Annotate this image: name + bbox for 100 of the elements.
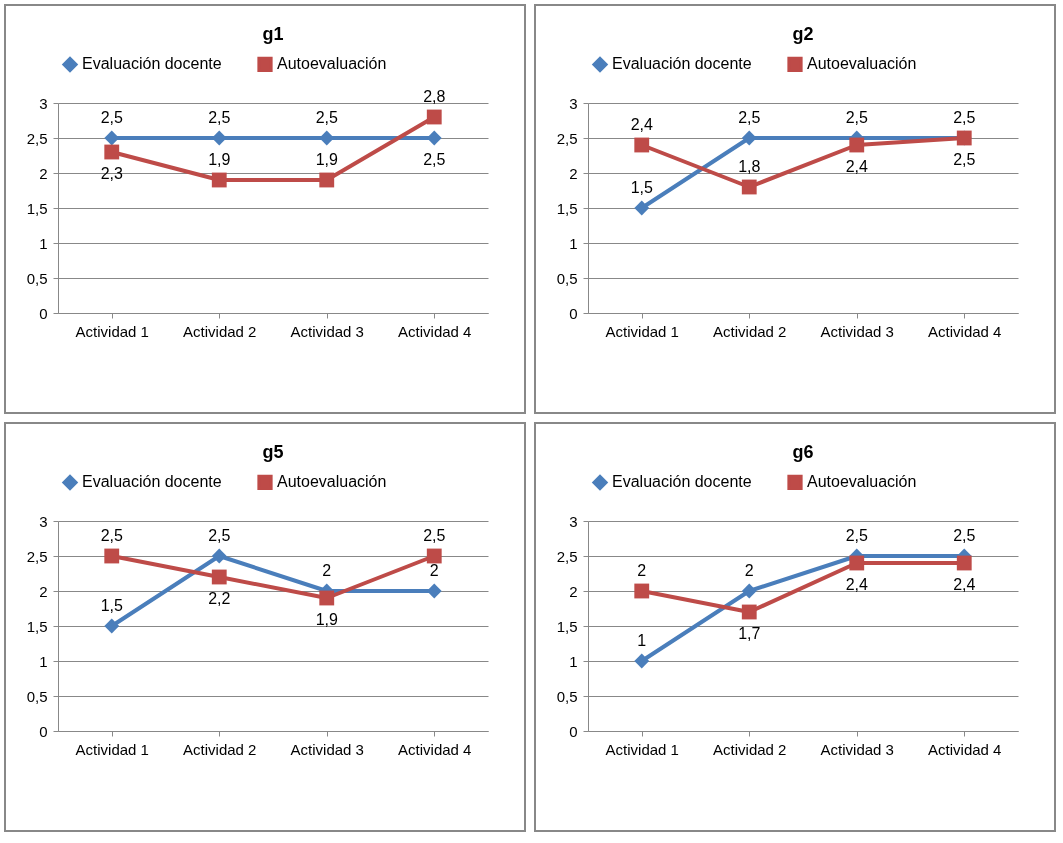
y-tick-label: 1,5 bbox=[26, 617, 48, 635]
y-tick-label: 2 bbox=[39, 164, 48, 182]
point bbox=[634, 137, 650, 153]
data-label: 2,5 bbox=[953, 109, 976, 126]
y-tick-label: 1 bbox=[569, 234, 578, 252]
y-tick-label: 3 bbox=[569, 512, 578, 530]
data-label: 2,5 bbox=[953, 151, 976, 168]
data-label: 1,9 bbox=[208, 151, 231, 168]
x-tick-label: Actividad 4 bbox=[398, 740, 472, 758]
legend-label: Autoevaluación bbox=[807, 473, 917, 491]
data-label: 2,5 bbox=[315, 109, 338, 126]
y-tick-label: 1,5 bbox=[26, 199, 48, 217]
y-tick-label: 0 bbox=[569, 304, 578, 322]
point bbox=[634, 583, 650, 599]
point bbox=[849, 555, 865, 571]
data-label: 2,5 bbox=[845, 109, 868, 126]
point bbox=[211, 172, 227, 188]
x-tick-label: Actividad 2 bbox=[183, 740, 257, 758]
y-tick-label: 0 bbox=[569, 722, 578, 740]
data-label: 1,5 bbox=[100, 597, 123, 614]
y-tick-label: 2,5 bbox=[26, 547, 48, 565]
point bbox=[211, 569, 227, 585]
data-label: 2,5 bbox=[208, 109, 231, 126]
y-tick-label: 0 bbox=[39, 722, 48, 740]
data-label: 2,8 bbox=[423, 88, 446, 105]
chart-title: g2 bbox=[792, 24, 814, 44]
y-tick-label: 1,5 bbox=[556, 617, 578, 635]
point bbox=[849, 137, 865, 153]
legend-label: Autoevaluación bbox=[807, 55, 917, 73]
y-tick-label: 0,5 bbox=[556, 269, 578, 287]
y-tick-label: 1,5 bbox=[556, 199, 578, 217]
point bbox=[634, 200, 650, 216]
data-label: 1,9 bbox=[315, 611, 338, 628]
x-tick-label: Actividad 3 bbox=[820, 322, 894, 340]
point bbox=[956, 555, 972, 571]
y-tick-label: 3 bbox=[569, 94, 578, 112]
data-label: 1,7 bbox=[738, 625, 761, 642]
legend-label: Evaluación docente bbox=[82, 473, 222, 491]
point bbox=[634, 653, 650, 669]
point bbox=[211, 548, 227, 564]
data-label: 1,9 bbox=[315, 151, 338, 168]
x-tick-label: Actividad 1 bbox=[75, 740, 149, 758]
y-tick-label: 1 bbox=[39, 652, 48, 670]
point bbox=[319, 590, 335, 606]
y-tick-label: 0,5 bbox=[556, 687, 578, 705]
point bbox=[104, 548, 120, 564]
x-tick-label: Actividad 4 bbox=[928, 322, 1002, 340]
point bbox=[426, 109, 442, 125]
y-tick-label: 2 bbox=[39, 582, 48, 600]
data-label: 2,4 bbox=[630, 116, 653, 133]
data-label: 1 bbox=[637, 632, 647, 649]
legend-label: Evaluación docente bbox=[82, 55, 222, 73]
data-label: 2,5 bbox=[208, 527, 231, 544]
data-label: 2 bbox=[637, 562, 647, 579]
data-label: 2,5 bbox=[100, 527, 123, 544]
x-tick-label: Actividad 2 bbox=[713, 322, 787, 340]
data-label: 2 bbox=[429, 562, 439, 579]
y-tick-label: 2,5 bbox=[26, 129, 48, 147]
data-label: 2,4 bbox=[953, 576, 976, 593]
y-tick-label: 3 bbox=[39, 512, 48, 530]
point bbox=[741, 604, 757, 620]
data-label: 2,5 bbox=[423, 151, 446, 168]
data-label: 2,4 bbox=[845, 576, 868, 593]
legend-label: Autoevaluación bbox=[277, 55, 387, 73]
x-tick-label: Actividad 4 bbox=[928, 740, 1002, 758]
y-tick-label: 0,5 bbox=[26, 269, 48, 287]
data-label: 2,5 bbox=[738, 109, 761, 126]
x-tick-label: Actividad 2 bbox=[183, 322, 257, 340]
data-label: 2,2 bbox=[208, 590, 231, 607]
x-tick-label: Actividad 1 bbox=[605, 322, 679, 340]
x-tick-label: Actividad 3 bbox=[290, 322, 364, 340]
data-label: 2,5 bbox=[953, 527, 976, 544]
x-tick-label: Actividad 4 bbox=[398, 322, 472, 340]
y-tick-label: 0 bbox=[39, 304, 48, 322]
y-tick-label: 2,5 bbox=[556, 547, 578, 565]
data-label: 1,8 bbox=[738, 158, 761, 175]
y-tick-label: 1 bbox=[569, 652, 578, 670]
x-tick-label: Actividad 3 bbox=[820, 740, 894, 758]
point bbox=[104, 144, 120, 160]
y-tick-label: 1 bbox=[39, 234, 48, 252]
x-tick-label: Actividad 2 bbox=[713, 740, 787, 758]
data-label: 2,5 bbox=[423, 527, 446, 544]
point bbox=[319, 172, 335, 188]
point bbox=[426, 548, 442, 564]
chart-title: g5 bbox=[262, 442, 284, 462]
data-label: 2,5 bbox=[100, 109, 123, 126]
y-tick-label: 2,5 bbox=[556, 129, 578, 147]
point bbox=[741, 179, 757, 195]
point bbox=[104, 618, 120, 634]
data-label: 2,3 bbox=[100, 165, 123, 182]
data-label: 2,4 bbox=[845, 158, 868, 175]
y-tick-label: 3 bbox=[39, 94, 48, 112]
point bbox=[741, 583, 757, 599]
chart-title: g1 bbox=[262, 24, 284, 44]
legend-label: Evaluación docente bbox=[612, 55, 752, 73]
y-tick-label: 0,5 bbox=[26, 687, 48, 705]
x-tick-label: Actividad 1 bbox=[75, 322, 149, 340]
chart-title: g6 bbox=[792, 442, 814, 462]
data-label: 2 bbox=[744, 562, 754, 579]
data-label: 2 bbox=[322, 562, 332, 579]
